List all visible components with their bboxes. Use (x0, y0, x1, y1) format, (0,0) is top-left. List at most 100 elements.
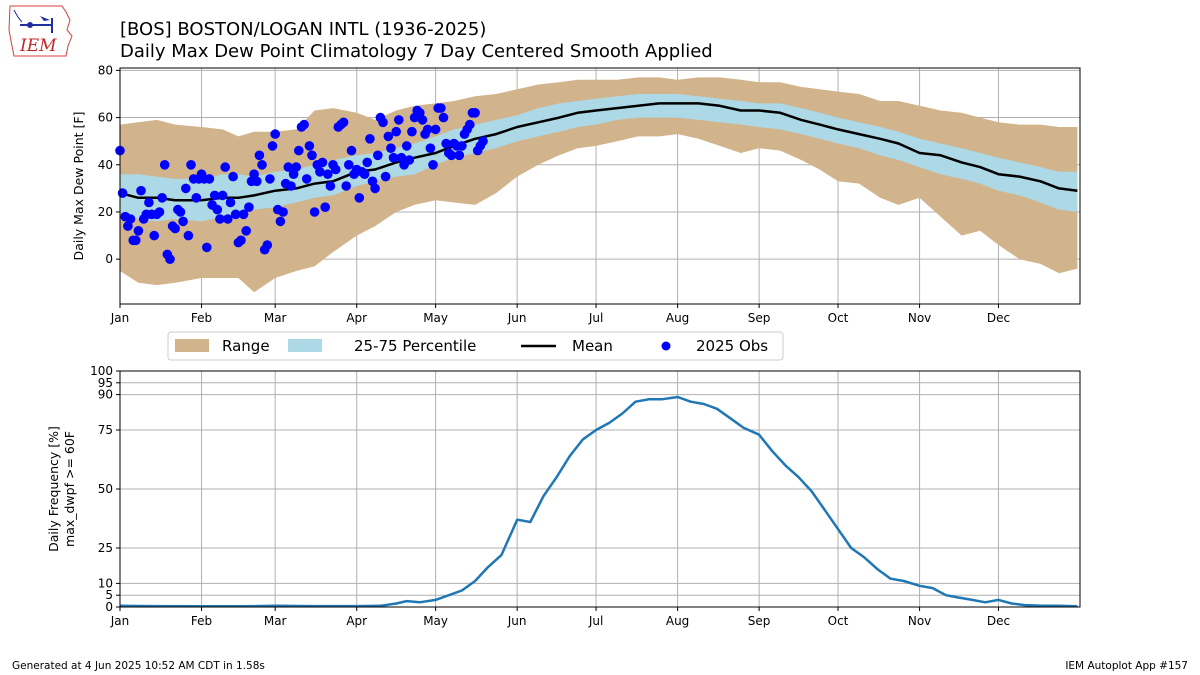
obs-2025-point (430, 124, 441, 135)
obs-2025-point (362, 157, 373, 168)
obs-2025-point (230, 209, 241, 220)
y-tick-label: 40 (98, 158, 113, 172)
obs-2025-point (131, 235, 141, 246)
obs-2025-point (338, 117, 349, 128)
y-tick-label: 50 (98, 482, 113, 496)
obs-2025-point (388, 152, 399, 163)
obs-2025-point (401, 141, 412, 151)
x-tick-label: May (423, 311, 448, 325)
obs-2025-point (133, 226, 144, 236)
legend-obs-label: 2025 Obs (696, 337, 768, 355)
x-tick-label: Nov (908, 614, 931, 628)
bottom-grid (119, 370, 1080, 608)
obs-2025-point (386, 143, 396, 153)
obs-2025-point (223, 214, 233, 224)
x-tick-label: Sep (748, 311, 771, 325)
obs-2025-point (175, 207, 186, 217)
x-tick-label: Aug (666, 311, 689, 325)
mean-line (119, 102, 1078, 202)
y-tick-label: 5 (105, 588, 113, 602)
chart-subtitle: Daily Max Dew Point Climatology 7 Day Ce… (120, 41, 713, 62)
obs-2025-point (136, 185, 146, 196)
obs-2025-point (478, 136, 488, 146)
legend-range-label: Range (222, 337, 270, 355)
obs-2025-point (301, 174, 312, 184)
obs-2025-point (228, 171, 238, 182)
footer-app: IEM Autoplot App #157 (1065, 660, 1188, 672)
top-axes-frame (119, 67, 1081, 305)
obs-2025-point (278, 207, 288, 217)
obs-2025-point (425, 143, 436, 153)
obs-2025-point (404, 155, 415, 165)
iem-logo: IEM (8, 5, 73, 57)
obs-2025-point (436, 103, 446, 113)
obs-2025-point (165, 254, 175, 264)
y-tick-label: 20 (98, 205, 113, 219)
y-tick-label: 100 (90, 364, 113, 378)
obs-2025-point (454, 150, 465, 161)
obs-2025-point (370, 183, 380, 194)
y-tick-label: 95 (98, 376, 113, 390)
iowa-outline-icon (8, 5, 73, 57)
obs-2025-point (394, 115, 404, 125)
obs-2025-point (365, 134, 375, 144)
obs-2025-point (465, 119, 475, 130)
x-tick-label: Jul (588, 311, 603, 325)
obs-2025-point (209, 190, 220, 201)
obs-2025-point (154, 207, 165, 217)
obs-2025-point (125, 214, 136, 224)
y-tick-label: 90 (98, 388, 113, 402)
x-tick-label: Jan (110, 614, 130, 628)
legend-percentile-label: 25-75 Percentile (354, 337, 476, 355)
obs-2025-point (251, 176, 262, 187)
obs-2025-point (186, 160, 196, 170)
obs-2025-point (286, 181, 296, 191)
obs-2025-point (191, 193, 202, 203)
obs-2025-point (267, 141, 278, 151)
obs-2025-point (344, 160, 354, 170)
y-tick-label: 25 (98, 541, 113, 555)
legend: Range 25-75 Percentile Mean 2025 Obs (167, 331, 784, 361)
obs-2025-point (215, 214, 225, 224)
obs-2025-point (159, 160, 170, 170)
obs-2025-point (117, 188, 128, 198)
obs-2025-point (236, 235, 246, 246)
obs-2025-point (407, 126, 417, 137)
x-tick-label: Oct (828, 614, 849, 628)
obs-2025-point (283, 162, 294, 172)
obs-2025-point (149, 230, 159, 241)
x-tick-label: Jun (507, 311, 527, 325)
x-tick-label: Feb (191, 311, 212, 325)
y-tick-label: 75 (98, 423, 113, 437)
bottom-y-axis-label-line2: max_dwpf >= 60F (62, 431, 77, 547)
obs-2025-point (225, 197, 236, 208)
obs-2025-point (391, 126, 402, 137)
y-tick-label: 0 (105, 600, 113, 614)
obs-2025-point (299, 119, 309, 130)
chart-title: [BOS] BOSTON/LOGAN INTL (1936-2025) (120, 19, 486, 40)
obs-2025-point (441, 138, 451, 149)
obs-2025-point (238, 209, 249, 220)
obs-2025-point (320, 202, 331, 212)
x-tick-label: May (423, 614, 448, 628)
x-tick-label: Dec (987, 614, 1010, 628)
obs-2025-point (217, 190, 228, 201)
bottom-y-axis-label-line1: Daily Frequency [%] (46, 426, 61, 552)
dewpoint-plot: Jan Feb Mar Apr May Jun Jul Aug Sep Oct Nov Dec 0 20 4… (71, 63, 1081, 325)
obs-2025-point (354, 193, 365, 203)
obs-2025-point (294, 145, 304, 156)
obs-2025-point (304, 141, 315, 151)
x-tick-label: Apr (346, 311, 367, 325)
obs-2025-point (257, 160, 267, 170)
obs-2025-point (181, 183, 191, 194)
x-tick-label: Nov (908, 311, 931, 325)
x-tick-label: Mar (264, 311, 287, 325)
obs-2025-point (325, 181, 336, 191)
weather-station-icon (13, 9, 53, 33)
obs-2025-point (315, 167, 325, 177)
obs-2025-point (157, 193, 167, 203)
x-tick-label: Aug (666, 614, 689, 628)
obs-2025-point (270, 129, 281, 139)
obs-2025-point (446, 150, 457, 161)
x-tick-label: Feb (191, 614, 212, 628)
